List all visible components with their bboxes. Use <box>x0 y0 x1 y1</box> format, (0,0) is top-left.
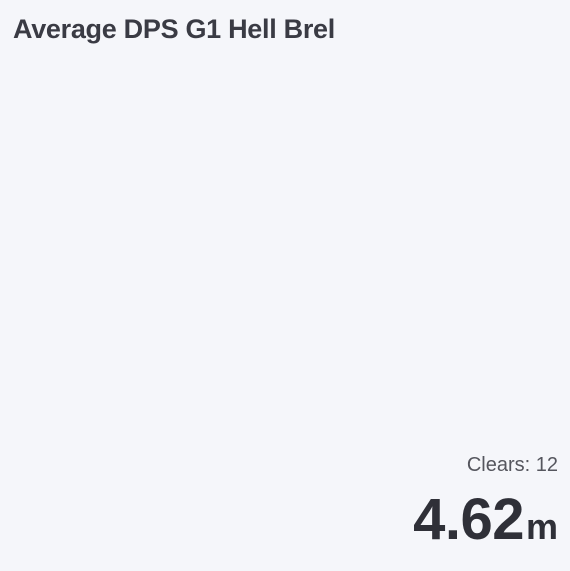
clears-value: 12 <box>535 454 558 476</box>
card-title: Average DPS G1 Hell Brel <box>13 14 335 44</box>
average-dps-value: 4.62m <box>413 491 558 549</box>
dps-number: 4.62 <box>413 487 524 552</box>
stat-block: Clears: 12 4.62m <box>413 455 558 549</box>
clears-count: Clears: 12 <box>413 455 558 475</box>
clears-label: Clears: <box>466 454 531 476</box>
dps-unit: m <box>525 506 558 547</box>
